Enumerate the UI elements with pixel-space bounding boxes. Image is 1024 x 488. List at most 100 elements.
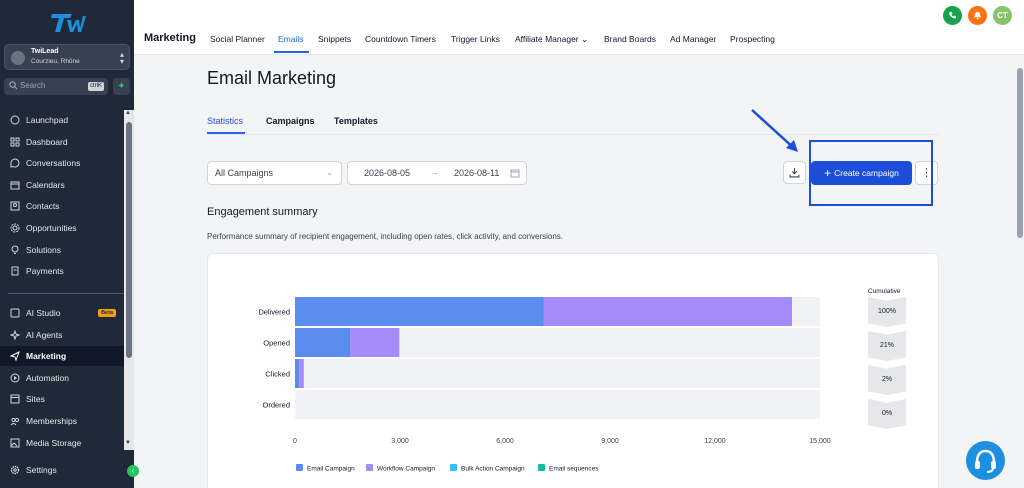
scroll-down-icon[interactable]: ▼ <box>125 440 131 446</box>
tab-snippets[interactable]: Snippets <box>318 34 352 44</box>
chevron-down-icon: ⌄ <box>326 168 333 177</box>
create-campaign-button[interactable]: + Create campaign <box>811 161 912 185</box>
sidebar-item-ai-agents[interactable]: AI Agents <box>0 325 124 345</box>
tab-emails[interactable]: Emails <box>278 34 304 44</box>
x-tick-label: 3,000 <box>391 438 409 445</box>
engagement-summary-title: Engagement summary <box>207 206 318 218</box>
account-switcher[interactable]: TwiLead Courzieu, Rhône ▴ ▾ <box>4 44 130 70</box>
collapse-sidebar-button[interactable]: ‹ <box>127 465 139 477</box>
tab-affiliate-manager[interactable]: Affiliate Manager ⌄ <box>515 34 589 44</box>
category-label: Clicked <box>265 370 290 379</box>
category-label: Delivered <box>258 308 290 317</box>
subtab-divider <box>207 134 939 135</box>
date-range-picker[interactable]: 2026-08-05 → 2026-08-11 <box>347 161 527 185</box>
engagement-chart: Delivered Opened Clicked Ordered 0 3,000 6,000… <box>258 297 831 473</box>
download-button[interactable] <box>783 161 806 184</box>
page-scroll-thumb[interactable] <box>1017 68 1023 238</box>
annotation-arrow <box>751 109 798 152</box>
bar-segment <box>543 297 792 326</box>
cumulative-clicked: 2% <box>868 365 906 395</box>
sidebar-item-solutions[interactable]: Solutions <box>0 240 124 260</box>
scroll-up-icon[interactable]: ▲ <box>125 110 131 116</box>
members-icon <box>10 417 20 426</box>
send-icon <box>10 351 20 361</box>
sidebar-item-dashboard[interactable]: Dashboard <box>0 132 124 152</box>
x-tick-label: 15,000 <box>809 438 831 445</box>
engagement-chart-card: Delivered Opened Clicked Ordered 0 3,000 6,000… <box>207 253 939 488</box>
bar-segment <box>350 328 400 357</box>
page-title: Email Marketing <box>207 68 337 88</box>
chevron-updown-icon: ▴ ▾ <box>119 50 124 66</box>
contact-icon <box>10 201 20 211</box>
subtab-campaigns[interactable]: Campaigns <box>266 116 315 126</box>
campaign-filter-select[interactable]: All Campaigns ⌄ <box>207 161 342 185</box>
user-avatar[interactable]: CT <box>993 6 1012 25</box>
globe-icon <box>10 394 20 404</box>
date-from[interactable]: 2026-08-05 <box>364 168 411 178</box>
tab-social-planner[interactable]: Social Planner <box>210 34 265 44</box>
top-navigation: Marketing Social Planner Emails Snippets… <box>134 0 1024 55</box>
sidebar-divider <box>8 293 128 294</box>
calendar-icon <box>510 169 520 178</box>
tab-trigger-links[interactable]: Trigger Links <box>451 34 500 44</box>
subtab-statistics[interactable]: Statistics <box>207 116 244 126</box>
category-label: Ordered <box>262 401 290 410</box>
chevron-down-icon: ⌄ <box>581 34 589 44</box>
tab-countdown-timers[interactable]: Countdown Timers <box>365 34 436 44</box>
sidebar-item-opportunities[interactable]: Opportunities <box>0 218 124 238</box>
search-icon <box>9 81 18 90</box>
tab-prospecting[interactable]: Prospecting <box>730 34 775 44</box>
sidebar-item-marketing[interactable]: Marketing <box>0 346 124 366</box>
sidebar-item-payments[interactable]: Payments <box>0 261 124 281</box>
sidebar-item-contacts[interactable]: Contacts <box>0 196 124 216</box>
section-title: Marketing <box>144 32 196 44</box>
sidebar-item-media-storage[interactable]: Media Storage <box>0 433 124 453</box>
sidebar-item-ai-studio[interactable]: AI Studio Beta <box>0 303 124 323</box>
calendar-icon <box>10 181 20 190</box>
bar-segment <box>295 359 300 388</box>
highlight-box <box>809 140 933 206</box>
headset-icon <box>975 449 996 473</box>
sidebar-item-conversations[interactable]: Conversations <box>0 153 124 173</box>
legend-label: Bulk Action Campaign <box>461 466 525 473</box>
account-name: TwiLead <box>31 48 59 55</box>
cumulative-title: Cumulative <box>868 288 901 295</box>
notifications-button[interactable] <box>968 6 987 25</box>
beta-badge: Beta <box>98 309 116 317</box>
sidebar-item-launchpad[interactable]: Launchpad <box>0 110 124 130</box>
sidebar-item-calendars[interactable]: Calendars <box>0 175 124 195</box>
x-tick-label: 0 <box>293 438 297 445</box>
phone-button[interactable] <box>943 6 962 25</box>
app-logo <box>51 14 86 32</box>
x-tick-label: 9,000 <box>601 438 619 445</box>
phone-icon <box>948 11 957 19</box>
sparkles-icon <box>10 330 20 340</box>
tab-brand-boards[interactable]: Brand Boards <box>604 34 656 44</box>
bar-segment <box>295 297 544 326</box>
sidebar-scroll-thumb[interactable] <box>126 122 132 358</box>
date-to[interactable]: 2026-08-11 <box>454 168 500 178</box>
sidebar-scrollbar[interactable]: ▲ ▼ <box>124 110 134 450</box>
quick-action-button[interactable]: ✦ <box>113 78 130 95</box>
legend-swatch <box>450 464 457 471</box>
page-scrollbar[interactable] <box>1016 56 1024 488</box>
sidebar-item-settings[interactable]: Settings <box>0 460 124 480</box>
cumulative-delivered: 100% <box>868 297 906 327</box>
sidebar-item-memberships[interactable]: Memberships <box>0 411 124 431</box>
gear-icon <box>10 465 20 475</box>
legend-label: Email sequences <box>549 466 599 473</box>
sidebar-item-sites[interactable]: Sites <box>0 389 124 409</box>
search-placeholder: Search <box>20 81 46 90</box>
cumulative-opened: 21% <box>868 331 906 361</box>
subtab-templates[interactable]: Templates <box>334 116 378 126</box>
account-location: Courzieu, Rhône <box>31 58 80 65</box>
rocket-icon <box>10 115 20 125</box>
bar-segment <box>295 328 351 357</box>
payments-icon <box>11 266 19 276</box>
x-tick-label: 6,000 <box>496 438 514 445</box>
support-chat-button[interactable] <box>966 441 1005 480</box>
sidebar-item-automation[interactable]: Automation <box>0 368 124 388</box>
tab-ad-manager[interactable]: Ad Manager <box>670 34 717 44</box>
sidebar-search[interactable]: Search ctrlK <box>4 78 108 95</box>
sidebar: TwiLead Courzieu, Rhône ▴ ▾ Search ctrlK … <box>0 0 139 488</box>
